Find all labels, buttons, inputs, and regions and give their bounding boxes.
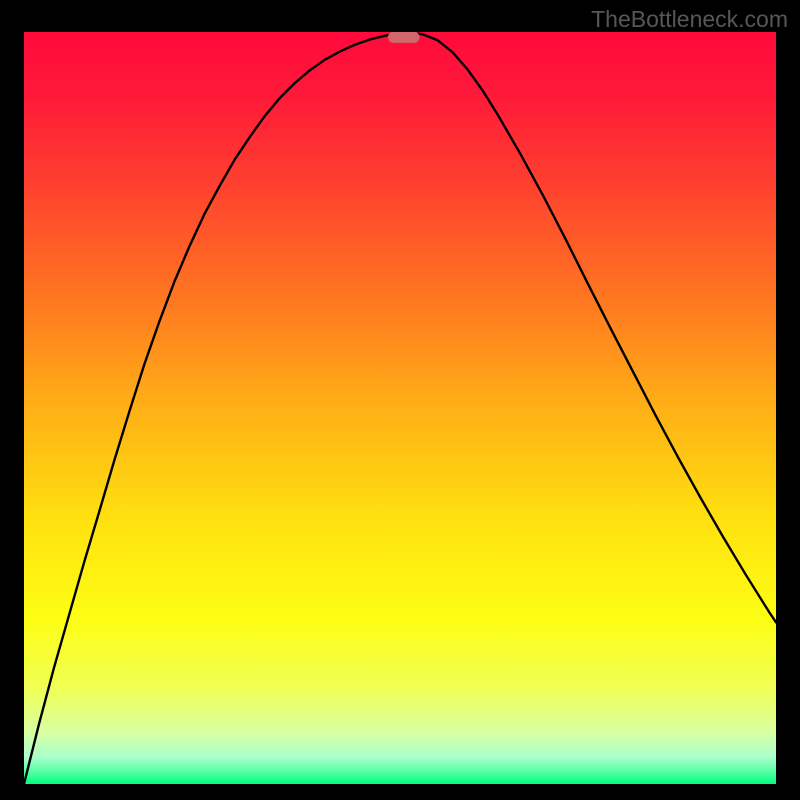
- optimum-marker: [388, 32, 420, 43]
- plot-area: [24, 32, 776, 784]
- bottleneck-chart: [24, 32, 776, 784]
- gradient-background: [24, 32, 776, 784]
- watermark-label: TheBottleneck.com: [591, 6, 788, 33]
- chart-container: TheBottleneck.com: [0, 0, 800, 800]
